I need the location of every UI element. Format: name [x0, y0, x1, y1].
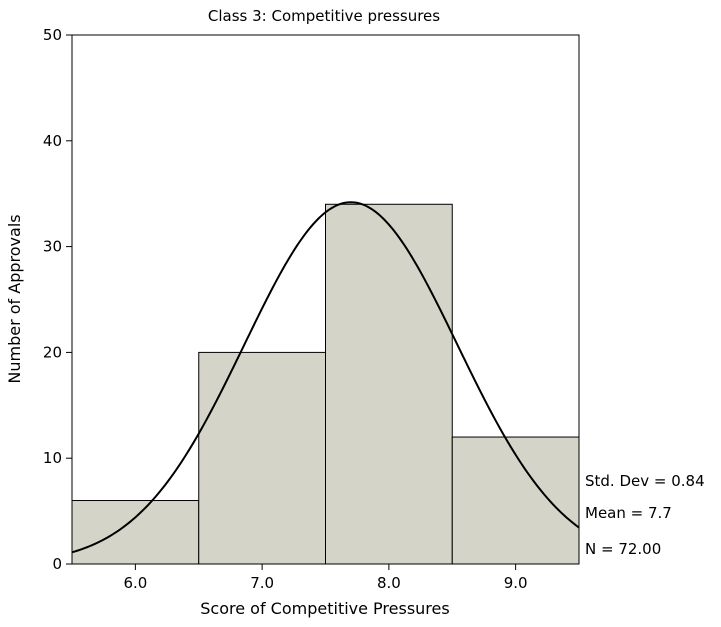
n-label: N = 72.00	[585, 540, 661, 558]
normal-curve	[71, 201, 580, 554]
bar-8.0	[325, 203, 453, 565]
bar-9.0	[451, 436, 580, 565]
x-tick-label: 9.0	[504, 574, 528, 592]
x-tick-label: 8.0	[377, 574, 401, 592]
mean-label: Mean = 7.7	[585, 504, 672, 522]
y-tick-label: 50	[43, 26, 62, 44]
bar-6.0	[71, 500, 200, 565]
x-axis-ticks: 6.0 7.0 8.0 9.0	[123, 564, 528, 592]
std-dev-label: Std. Dev = 0.84	[585, 472, 705, 490]
x-axis-label: Score of Competitive Pressures	[200, 599, 449, 618]
chart-title: Class 3: Competitive pressures	[208, 7, 440, 25]
y-axis-ticks: 0 10 20 30 40 50	[43, 26, 72, 573]
x-tick-label: 6.0	[123, 574, 147, 592]
x-tick-label: 7.0	[250, 574, 274, 592]
bar-7.0	[198, 351, 326, 565]
bars-group	[71, 203, 580, 565]
y-tick-label: 0	[52, 555, 62, 573]
y-axis-label: Number of Approvals	[5, 214, 24, 383]
y-tick-label: 30	[43, 238, 62, 256]
y-tick-label: 10	[43, 449, 62, 467]
y-tick-label: 20	[43, 343, 62, 361]
y-tick-label: 40	[43, 132, 62, 150]
